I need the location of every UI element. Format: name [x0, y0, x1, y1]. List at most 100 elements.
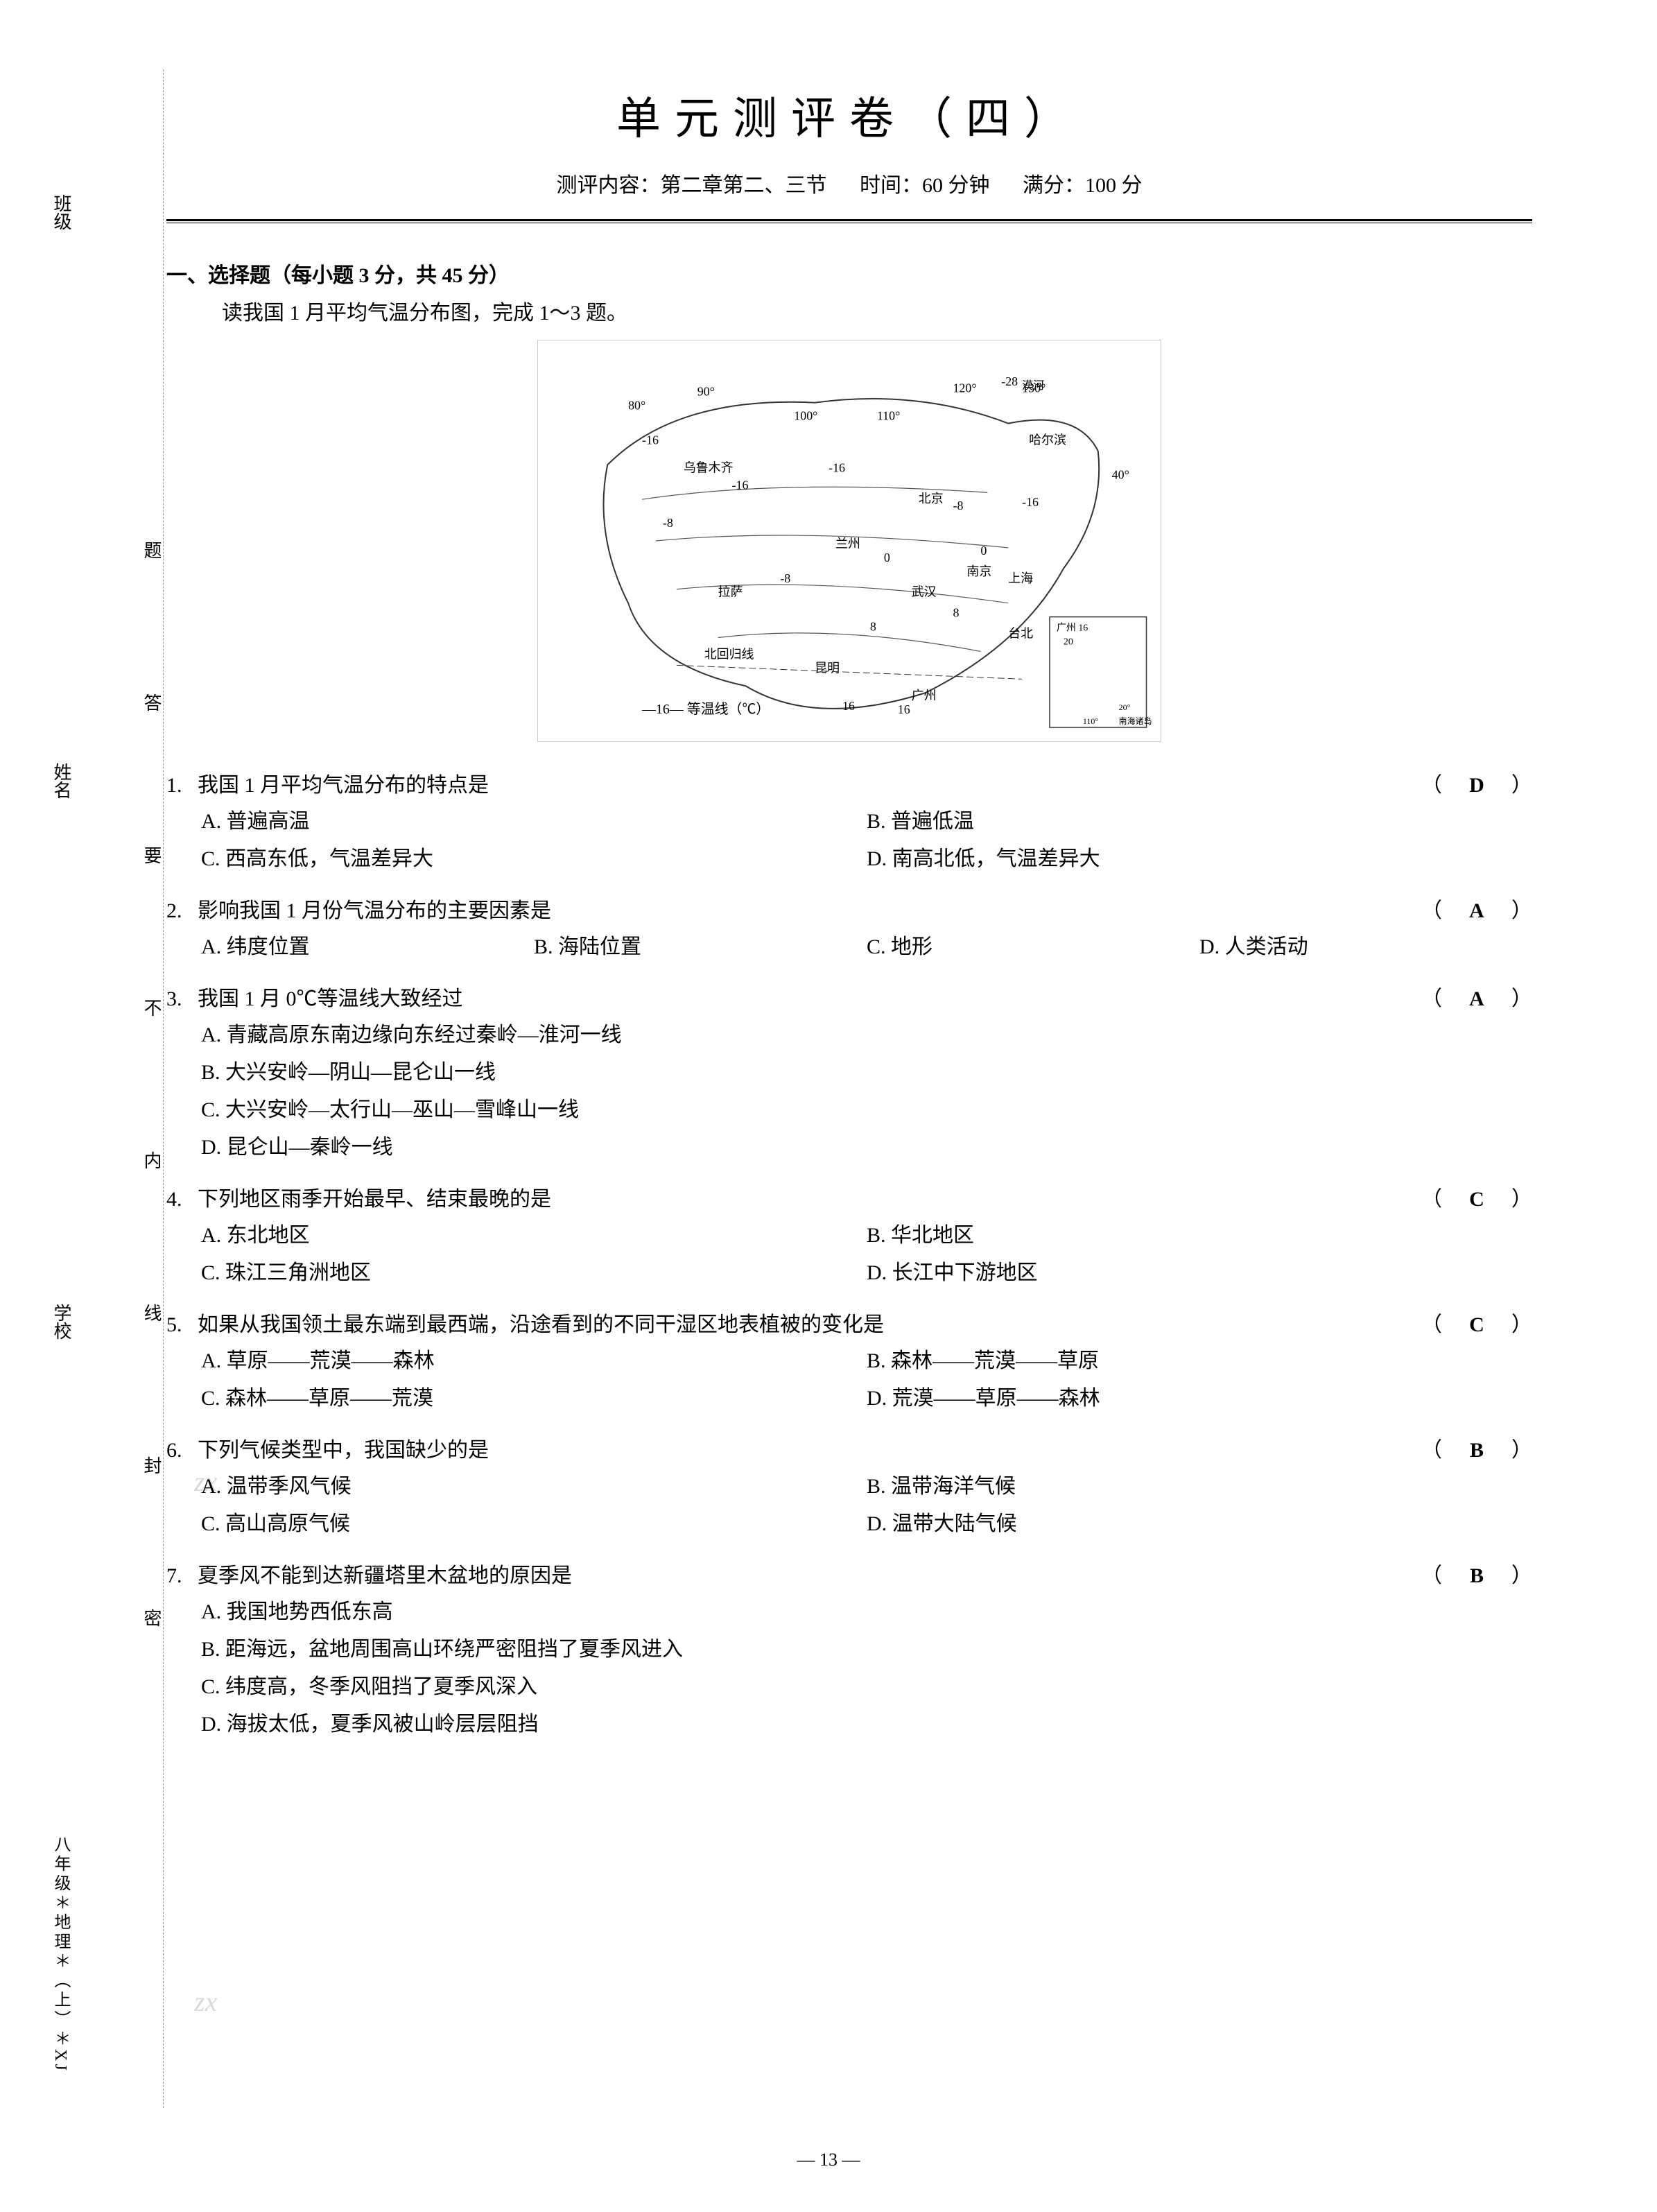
question-stem: 3.我国 1 月 0℃等温线大致经过: [166, 981, 1532, 1017]
option-c[interactable]: C. 大兴安岭—太行山—巫山—雪峰山一线: [201, 1091, 1532, 1129]
option-b[interactable]: B. 距海远，盆地周围高山环绕严密阻挡了夏季风进入: [201, 1631, 1532, 1668]
seal-char-4: 内: [139, 1151, 164, 1183]
question-4: 4.下列地区雨季开始最早、结束最晚的是（ C ）A. 东北地区B. 华北地区C.…: [166, 1182, 1532, 1292]
answer-blank[interactable]: （ C ）: [1421, 1182, 1532, 1217]
option-a[interactable]: A. 温带季风气候: [201, 1468, 867, 1505]
svg-text:80°: 80°: [628, 399, 645, 413]
question-number: 7.: [166, 1558, 198, 1593]
option-a[interactable]: A. 东北地区: [201, 1217, 867, 1254]
options: A. 东北地区B. 华北地区C. 珠江三角洲地区D. 长江中下游地区: [201, 1217, 1532, 1292]
answer-letter: C: [1463, 1182, 1491, 1217]
svg-text:110°: 110°: [1083, 716, 1098, 726]
svg-text:-16: -16: [828, 460, 845, 474]
svg-text:40°: 40°: [1112, 467, 1129, 481]
options: A. 草原——荒漠——森林B. 森林——荒漠——草原C. 森林——草原——荒漠D…: [201, 1342, 1532, 1417]
option-c[interactable]: C. 森林——草原——荒漠: [201, 1380, 867, 1417]
option-b[interactable]: B. 普遍低温: [867, 803, 1532, 840]
seal-char-5: 线: [139, 1304, 164, 1336]
svg-text:南海诸岛: 南海诸岛: [1119, 716, 1152, 726]
answer-letter: B: [1463, 1558, 1491, 1593]
question-stem: 5.如果从我国领土最东端到最西端，沿途看到的不同干湿区地表植被的变化是: [166, 1307, 1532, 1342]
question-7: 7.夏季风不能到达新疆塔里木盆地的原因是（ B ）A. 我国地势西低东高B. 距…: [166, 1558, 1532, 1743]
answer-blank[interactable]: （ A ）: [1421, 893, 1532, 928]
answer-letter: C: [1463, 1307, 1491, 1342]
svg-text:90°: 90°: [697, 385, 715, 399]
svg-text:北回归线: 北回归线: [704, 647, 754, 661]
option-a[interactable]: A. 草原——荒漠——森林: [201, 1342, 867, 1380]
seal-char-1: 答: [139, 693, 164, 725]
svg-text:北京: 北京: [919, 492, 944, 506]
answer-blank[interactable]: （ B ）: [1421, 1558, 1532, 1593]
question-stem: 2.影响我国 1 月份气温分布的主要因素是: [166, 893, 1532, 928]
question-5: 5.如果从我国领土最东端到最西端，沿途看到的不同干湿区地表植被的变化是（ C ）…: [166, 1307, 1532, 1417]
svg-text:广州 16: 广州 16: [1057, 623, 1088, 634]
option-c[interactable]: C. 高山高原气候: [201, 1505, 867, 1543]
svg-text:-16: -16: [732, 478, 749, 492]
subtitle: 测评内容：第二章第二、三节 时间：60 分钟 满分：100 分: [166, 168, 1532, 198]
option-a[interactable]: A. 青藏高原东南边缘向东经过秦岭—淮河一线: [201, 1017, 1532, 1054]
option-d[interactable]: D. 长江中下游地区: [867, 1254, 1532, 1292]
page-title: 单元测评卷（四）: [166, 83, 1532, 147]
svg-text:110°: 110°: [877, 409, 900, 423]
option-b[interactable]: B. 华北地区: [867, 1217, 1532, 1254]
china-temperature-map: 80° 90° 100° 110° 120° 130° 40° -28 漠河 哈…: [537, 340, 1161, 742]
option-c[interactable]: C. 纬度高，冬季风阻挡了夏季风深入: [201, 1668, 1532, 1706]
question-2: 2.影响我国 1 月份气温分布的主要因素是（ A ） A. 纬度位置B. 海陆位置…: [166, 893, 1532, 966]
grade-info: 八年级＊地理＊（上）＊XJ: [49, 1835, 73, 2073]
option-d[interactable]: D. 荒漠——草原——森林: [867, 1380, 1532, 1417]
question-text: 下列地区雨季开始最早、结束最晚的是: [198, 1182, 1532, 1217]
options: A. 温带季风气候B. 温带海洋气候C. 高山高原气候D. 温带大陆气候: [201, 1468, 1532, 1543]
svg-text:-28: -28: [1001, 374, 1018, 388]
title-divider: [166, 219, 1532, 223]
option-c[interactable]: C. 珠江三角洲地区: [201, 1254, 867, 1292]
option-b[interactable]: B. 森林——荒漠——草原: [867, 1342, 1532, 1380]
school-label: 学校: [49, 1304, 74, 1340]
option-d[interactable]: D. 人类活动: [1199, 928, 1532, 966]
option-b[interactable]: B. 大兴安岭—阴山—昆仑山一线: [201, 1054, 1532, 1091]
option-d[interactable]: D. 南高北低，气温差异大: [867, 840, 1532, 878]
exam-page: 班级 姓名 学校 题 答 要 不 内 线 封 密 八年级＊地理＊（上）＊XJ 单…: [0, 0, 1657, 2212]
option-c[interactable]: C. 西高东低，气温差异大: [201, 840, 867, 878]
svg-text:-16: -16: [642, 433, 659, 447]
question-text: 下列气候类型中，我国缺少的是: [198, 1433, 1532, 1468]
name-label: 姓名: [49, 763, 74, 799]
option-d[interactable]: D. 昆仑山—秦岭一线: [201, 1129, 1532, 1166]
svg-text:100°: 100°: [794, 409, 817, 423]
question-1: 1.我国 1 月平均气温分布的特点是（ D ）A. 普遍高温B. 普遍低温C. …: [166, 768, 1532, 878]
seal-char-7: 密: [139, 1609, 164, 1641]
question-6: 6.下列气候类型中，我国缺少的是（ B ）A. 温带季风气候B. 温带海洋气候C…: [166, 1433, 1532, 1543]
svg-text:上海: 上海: [1008, 571, 1033, 585]
questions-container: 1.我国 1 月平均气温分布的特点是（ D ）A. 普遍高温B. 普遍低温C. …: [166, 768, 1532, 1743]
option-b[interactable]: B. 温带海洋气候: [867, 1468, 1532, 1505]
question-3: 3.我国 1 月 0℃等温线大致经过（ A ）A. 青藏高原东南边缘向东经过秦岭…: [166, 981, 1532, 1166]
answer-blank[interactable]: （ C ）: [1421, 1307, 1532, 1342]
option-d[interactable]: D. 海拔太低，夏季风被山岭层层阻挡: [201, 1706, 1532, 1743]
answer-blank[interactable]: （ D ）: [1421, 768, 1532, 803]
answer-letter: D: [1463, 768, 1491, 803]
svg-text:—16— 等温线（℃）: —16— 等温线（℃）: [641, 701, 770, 717]
option-a[interactable]: A. 我国地势西低东高: [201, 1593, 1532, 1631]
options: A. 普遍高温B. 普遍低温C. 西高东低，气温差异大D. 南高北低，气温差异大: [201, 803, 1532, 878]
svg-text:120°: 120°: [953, 381, 976, 395]
svg-text:20: 20: [1064, 637, 1073, 647]
svg-text:8: 8: [953, 606, 959, 620]
class-label: 班级: [49, 194, 74, 230]
subtitle-content: 测评内容：第二章第二、三节: [557, 174, 827, 197]
option-a[interactable]: A. 纬度位置: [201, 928, 534, 966]
svg-text:台北: 台北: [1008, 627, 1033, 641]
subtitle-score: 满分：100 分: [1023, 174, 1143, 197]
question-stem: 6.下列气候类型中，我国缺少的是: [166, 1433, 1532, 1468]
svg-text:-8: -8: [953, 499, 963, 512]
option-d[interactable]: D. 温带大陆气候: [867, 1505, 1532, 1543]
svg-text:-8: -8: [780, 571, 790, 585]
svg-text:20°: 20°: [1119, 702, 1131, 712]
option-c[interactable]: C. 地形: [867, 928, 1199, 966]
option-a[interactable]: A. 普遍高温: [201, 803, 867, 840]
question-text: 影响我国 1 月份气温分布的主要因素是: [198, 893, 1532, 928]
svg-text:广州: 广州: [912, 689, 937, 702]
option-b[interactable]: B. 海陆位置: [534, 928, 867, 966]
answer-blank[interactable]: （ A ）: [1421, 981, 1532, 1017]
answer-blank[interactable]: （ B ）: [1421, 1433, 1532, 1468]
svg-text:16: 16: [898, 702, 910, 716]
question-text: 我国 1 月 0℃等温线大致经过: [198, 981, 1532, 1017]
